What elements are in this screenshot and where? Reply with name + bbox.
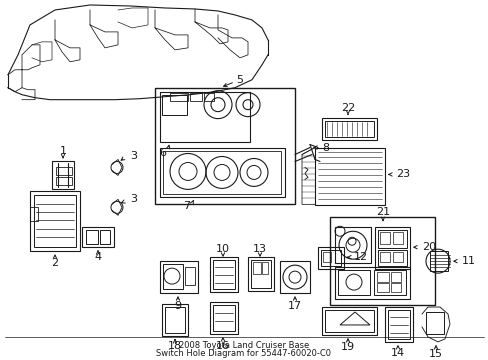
Bar <box>203 93 214 101</box>
Text: 12: 12 <box>353 252 367 262</box>
Bar <box>52 162 74 189</box>
Text: 14: 14 <box>390 348 404 358</box>
Text: 19: 19 <box>340 342 354 352</box>
Bar <box>392 252 402 262</box>
Bar <box>387 310 409 339</box>
Bar <box>384 307 412 342</box>
Text: 9: 9 <box>174 301 181 311</box>
Bar <box>323 252 330 262</box>
Bar <box>390 283 400 292</box>
Bar <box>334 267 409 299</box>
Bar <box>252 262 261 274</box>
Text: 21: 21 <box>375 207 389 217</box>
Bar <box>314 148 384 205</box>
Bar <box>30 192 80 251</box>
Bar <box>425 312 443 334</box>
Bar <box>86 230 98 244</box>
Bar <box>34 195 76 247</box>
Text: 11: 11 <box>461 256 475 266</box>
Bar <box>377 230 406 248</box>
Text: 3: 3 <box>130 194 137 204</box>
Bar <box>392 232 402 244</box>
Bar <box>325 310 373 332</box>
Text: Switch Hole Diagram for 55447-60020-C0: Switch Hole Diagram for 55447-60020-C0 <box>156 349 331 358</box>
Bar <box>163 264 183 289</box>
Bar <box>379 232 389 244</box>
Bar <box>184 267 195 285</box>
Text: 16: 16 <box>216 341 229 351</box>
Bar <box>250 260 270 288</box>
Bar <box>160 92 249 141</box>
Bar <box>325 121 373 136</box>
Text: 17: 17 <box>287 301 302 311</box>
Bar <box>337 270 369 295</box>
Bar <box>429 251 447 271</box>
Text: 4: 4 <box>94 252 102 262</box>
Text: 5: 5 <box>236 75 243 85</box>
Text: 23: 23 <box>395 170 409 179</box>
Bar <box>170 93 187 101</box>
Bar <box>82 227 114 247</box>
Text: 22: 22 <box>340 103 354 113</box>
Bar <box>209 302 238 334</box>
Bar <box>390 272 400 282</box>
Bar <box>30 207 38 221</box>
Bar <box>162 95 186 114</box>
Bar <box>155 88 294 204</box>
Text: 10: 10 <box>216 244 229 254</box>
Bar <box>213 260 235 289</box>
Text: 6: 6 <box>159 148 166 158</box>
Bar <box>321 118 376 140</box>
Bar <box>262 262 267 274</box>
Bar <box>164 307 184 333</box>
Bar <box>320 250 340 266</box>
Text: 3: 3 <box>130 150 137 161</box>
Text: 13: 13 <box>252 244 266 254</box>
Bar <box>377 250 406 266</box>
Text: 20: 20 <box>421 242 435 252</box>
Bar <box>190 93 202 101</box>
Bar <box>247 257 273 291</box>
Text: 8: 8 <box>321 143 328 153</box>
Bar <box>321 307 376 335</box>
Text: 2: 2 <box>51 258 59 268</box>
Bar <box>334 227 370 263</box>
Bar <box>213 305 235 331</box>
Bar <box>56 167 72 175</box>
Text: 15: 15 <box>428 349 442 359</box>
Text: 1: 1 <box>60 145 66 156</box>
Bar <box>373 270 405 295</box>
Bar <box>280 261 309 293</box>
Bar <box>379 252 389 262</box>
Bar <box>374 227 409 269</box>
Bar <box>160 261 198 293</box>
Bar <box>329 217 434 305</box>
Text: 7: 7 <box>183 201 190 211</box>
Bar <box>163 150 281 194</box>
Bar <box>376 272 388 282</box>
Text: 2008 Toyota Land Cruiser Base: 2008 Toyota Land Cruiser Base <box>179 341 308 350</box>
Bar <box>162 304 187 336</box>
Bar <box>100 230 110 244</box>
Text: 18: 18 <box>167 341 182 351</box>
Bar <box>160 148 285 197</box>
Bar <box>209 257 238 292</box>
Bar <box>317 247 343 269</box>
Bar <box>376 283 388 292</box>
Bar <box>56 177 72 185</box>
